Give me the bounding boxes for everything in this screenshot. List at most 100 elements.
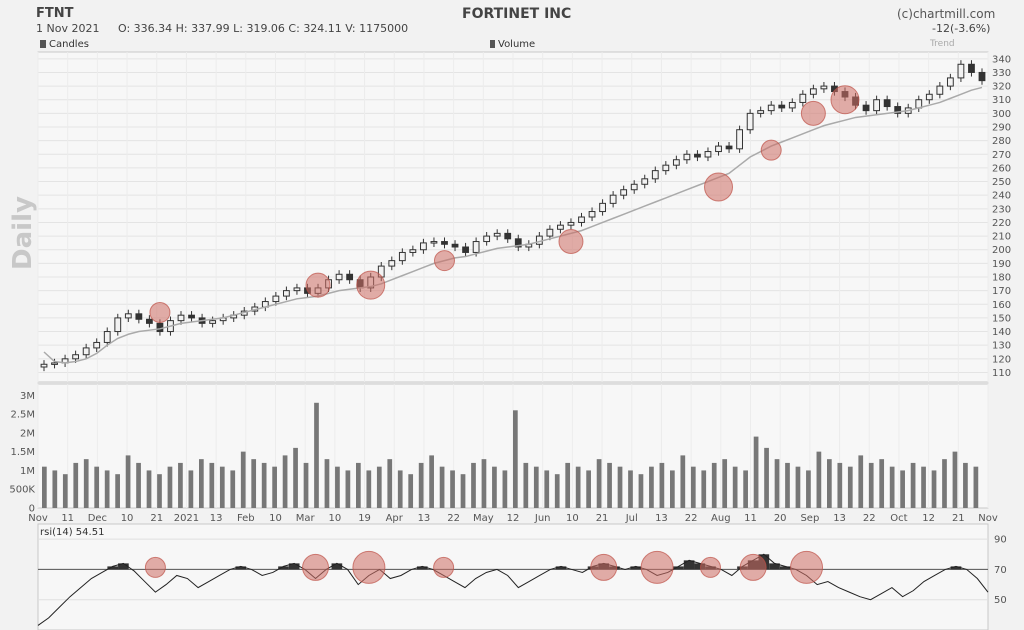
price-tick-label: 340: [992, 54, 1011, 65]
volume-bar: [617, 466, 623, 508]
legend-candles: Candles: [40, 39, 89, 50]
candle-body: [567, 221, 575, 226]
volume-tick-label: 2.5M: [10, 410, 35, 421]
volume-bar: [963, 462, 968, 508]
volume-bar: [942, 459, 947, 508]
legend-volume-label: Volume: [498, 39, 536, 50]
price-tick-label: 230: [992, 204, 1011, 215]
volume-bar: [764, 447, 769, 508]
volume-bar: [314, 402, 319, 508]
volume-bar: [649, 466, 654, 508]
candle-body: [651, 170, 659, 180]
time-tick-label: Nov: [28, 513, 48, 524]
volume-bar: [806, 470, 811, 508]
price-tick-label: 120: [992, 354, 1011, 365]
rsi-overbought-fill: [107, 566, 119, 570]
volume-bar: [910, 462, 916, 508]
candle-body: [493, 232, 501, 237]
volume-tick-label: 1.5M: [10, 447, 35, 458]
volume-bar: [513, 410, 518, 508]
volume-bar: [188, 470, 194, 508]
time-tick-label: 10: [566, 513, 579, 524]
candle-body: [72, 354, 80, 360]
highlight-circle: [830, 85, 860, 115]
candle-body: [757, 110, 765, 114]
rsi-overbought-fill: [779, 566, 791, 570]
candle-body: [788, 101, 796, 109]
candle-body: [272, 295, 280, 303]
ohlcv-readout: O: 336.34 H: 337.99 L: 319.06 C: 324.11 …: [118, 22, 409, 35]
price-tick-label: 180: [992, 273, 1011, 284]
candle-body: [177, 314, 185, 322]
daily-side-label: Daily: [7, 196, 38, 270]
volume-bar: [586, 470, 591, 508]
volume-panel: Nov 11 Dec 10 21 2021 13 Feb 10 Mar 10 19 Apr 13 22 May…: [9, 383, 998, 524]
candle-body: [209, 320, 217, 324]
volume-bar: [722, 459, 728, 508]
time-tick-label: Sep: [800, 513, 819, 524]
time-tick-label: 13: [418, 513, 431, 524]
price-tick-label: 280: [992, 136, 1011, 147]
time-tick-label: Apr: [386, 513, 404, 524]
rsi-overbought-fill: [288, 563, 300, 570]
price-tick-label: 310: [992, 95, 1011, 106]
volume-bar: [219, 466, 225, 508]
price-tick-label: 220: [992, 218, 1011, 229]
time-tick-label: Jul: [625, 513, 638, 524]
candle-body: [578, 216, 585, 223]
time-tick-label: 12: [507, 513, 520, 524]
time-tick-label: 22: [863, 513, 876, 524]
volume-bar: [209, 462, 215, 508]
volume-bar: [178, 462, 183, 508]
price-tick-label: 290: [992, 123, 1011, 134]
time-tick-label: 13: [210, 513, 223, 524]
candle-body: [630, 183, 638, 191]
candle-body: [514, 238, 522, 248]
volume-bar: [680, 455, 686, 508]
candle-body: [135, 313, 143, 320]
volume-bar: [523, 462, 529, 508]
volume-bar: [931, 470, 937, 508]
volume-bar: [628, 470, 633, 508]
time-tick-label: Mar: [296, 513, 316, 524]
volume-tick-label: 500K: [9, 485, 35, 496]
candle-body: [441, 241, 448, 245]
candle-body: [588, 211, 596, 218]
candle-body: [93, 341, 101, 349]
volume-bar: [94, 466, 100, 508]
highlight-circle: [800, 100, 826, 126]
legend-trend-label: Trend: [930, 39, 955, 49]
rsi-overbought-fill: [278, 566, 289, 570]
candle-body: [82, 347, 90, 356]
volume-bar: [743, 470, 748, 508]
rsi-label: rsi(14) 54.51: [40, 527, 105, 538]
date-readout: 1 Nov 2021: [36, 22, 100, 35]
volume-bar: [115, 474, 120, 508]
candle-body: [609, 194, 617, 204]
volume-bar: [408, 474, 414, 508]
candle-body: [778, 104, 786, 109]
rsi-overbought-fill: [694, 563, 706, 570]
rsi-overbought-fill: [555, 566, 567, 570]
candle-body: [883, 99, 891, 108]
rsi-overbought-fill: [950, 566, 962, 570]
time-tick-label: Dec: [88, 513, 107, 524]
volume-bar: [879, 459, 885, 508]
volume-bar: [900, 470, 905, 508]
volume-bar: [261, 462, 267, 508]
candle-body: [599, 202, 606, 213]
candle-body: [145, 318, 153, 324]
volume-bar: [492, 466, 497, 508]
candle-body: [283, 290, 290, 297]
highlight-circle: [760, 139, 782, 161]
change-readout: -12(-3.6%): [932, 22, 991, 35]
candle-body: [746, 112, 754, 131]
highlight-circle: [558, 229, 584, 255]
volume-bar: [837, 462, 843, 508]
candle-body: [420, 242, 427, 251]
time-tick-label: 22: [447, 513, 460, 524]
time-tick-label: 2021: [174, 513, 199, 524]
candle-body: [346, 273, 354, 281]
volume-bar: [596, 459, 602, 508]
